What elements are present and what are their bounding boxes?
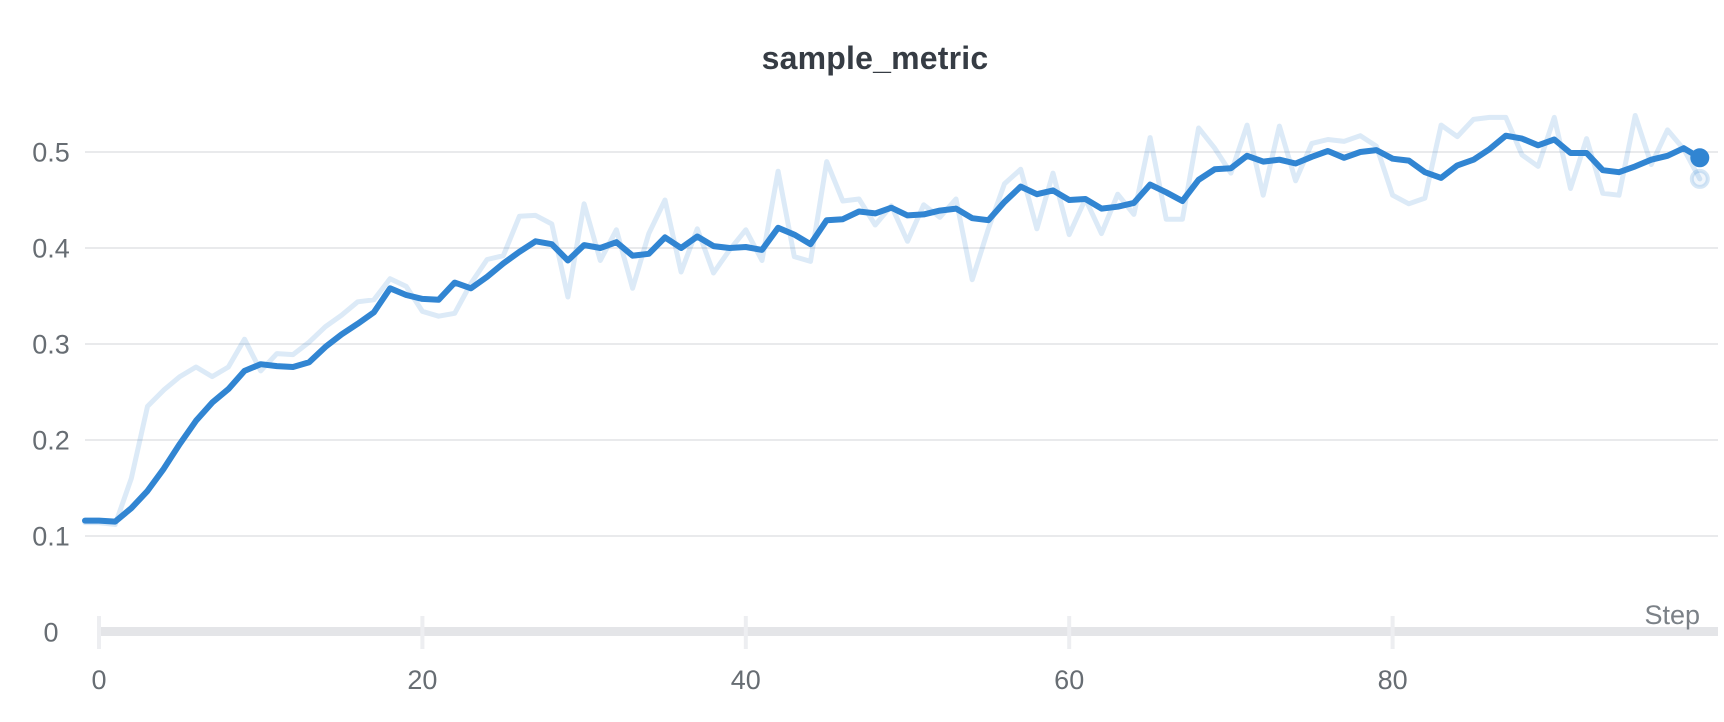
x-axis-tick (743, 616, 748, 649)
y-tick-label: 0.1 (32, 522, 70, 552)
x-tick-label: 40 (731, 665, 761, 695)
x-tick-label: 80 (1378, 665, 1408, 695)
x-tick-label: 20 (407, 665, 437, 695)
y-tick-label: 0 (43, 618, 58, 648)
y-gridline (85, 343, 1718, 345)
x-axis-tick (420, 616, 425, 649)
y-gridline (85, 535, 1718, 537)
x-axis-tick (1067, 616, 1072, 649)
y-gridline (85, 151, 1718, 153)
y-tick-label: 0.4 (32, 234, 70, 264)
x-axis-tick (97, 616, 101, 649)
x-tick-label: 60 (1054, 665, 1084, 695)
y-gridline (85, 247, 1718, 249)
smoothed-series-line (82, 132, 1703, 525)
latest-raw-point-dot (1689, 168, 1710, 189)
y-tick-label: 0.3 (32, 330, 70, 360)
chart-title: sample_metric (761, 40, 989, 76)
x-axis-bar (97, 627, 1718, 636)
x-axis-title: Step (1644, 600, 1700, 630)
y-gridline (85, 439, 1718, 441)
latest-point-dot (1690, 148, 1710, 168)
raw-series-line (82, 113, 1703, 527)
y-tick-label: 0.2 (32, 426, 70, 456)
x-axis-tick (1390, 616, 1395, 649)
x-tick-label: 0 (91, 665, 106, 695)
y-tick-label: 0.5 (32, 138, 70, 168)
